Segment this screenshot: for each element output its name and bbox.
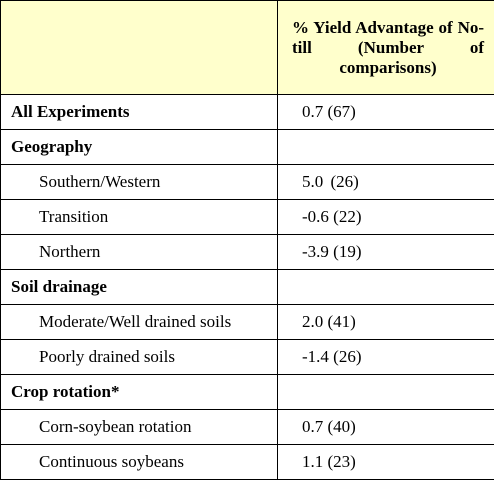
table-row-continuous-soybeans: Continuous soybeans 1.1 (23)	[1, 445, 494, 480]
row-value	[278, 130, 494, 165]
row-value: 5.0 (26)	[278, 165, 494, 200]
table-row-southern-western: Southern/Western 5.0 (26)	[1, 165, 494, 200]
table-row-poorly-drained: Poorly drained soils -1.4 (26)	[1, 340, 494, 375]
yield-table-container: % Yield Advantage of No-till (Number of …	[0, 0, 494, 467]
row-label: Corn-soybean rotation	[1, 410, 278, 445]
row-value: -3.9 (19)	[278, 235, 494, 270]
table-row-geography: Geography	[1, 130, 494, 165]
row-value: -0.6 (22)	[278, 200, 494, 235]
row-value	[278, 270, 494, 305]
row-label: Northern	[1, 235, 278, 270]
row-value: -1.4 (26)	[278, 340, 494, 375]
row-label: Poorly drained soils	[1, 340, 278, 375]
row-label: Continuous soybeans	[1, 445, 278, 480]
table-row-moderate-well-drained: Moderate/Well drained soils 2.0 (41)	[1, 305, 494, 340]
row-value: 0.7 (67)	[278, 95, 494, 130]
row-value: 0.7 (40)	[278, 410, 494, 445]
table-row-all-experiments: All Experiments 0.7 (67)	[1, 95, 494, 130]
row-label: Transition	[1, 200, 278, 235]
header-value-line-3: comparisons)	[292, 58, 484, 78]
header-label-cell	[1, 1, 278, 95]
table-header-row: % Yield Advantage of No-till (Number of …	[1, 1, 494, 95]
row-label: All Experiments	[1, 95, 278, 130]
row-label: Geography	[1, 130, 278, 165]
header-value-line-1: % Yield Advantage of	[292, 18, 453, 37]
table-row-northern: Northern -3.9 (19)	[1, 235, 494, 270]
row-label: Crop rotation*	[1, 375, 278, 410]
table-row-soil-drainage: Soil drainage	[1, 270, 494, 305]
table-row-corn-soybean: Corn-soybean rotation 0.7 (40)	[1, 410, 494, 445]
row-label: Moderate/Well drained soils	[1, 305, 278, 340]
row-value	[278, 375, 494, 410]
row-value: 1.1 (23)	[278, 445, 494, 480]
row-label: Soil drainage	[1, 270, 278, 305]
row-label: Southern/Western	[1, 165, 278, 200]
table-row-transition: Transition -0.6 (22)	[1, 200, 494, 235]
header-value-cell: % Yield Advantage of No-till (Number of …	[278, 1, 494, 95]
row-value: 2.0 (41)	[278, 305, 494, 340]
table-row-crop-rotation: Crop rotation*	[1, 375, 494, 410]
